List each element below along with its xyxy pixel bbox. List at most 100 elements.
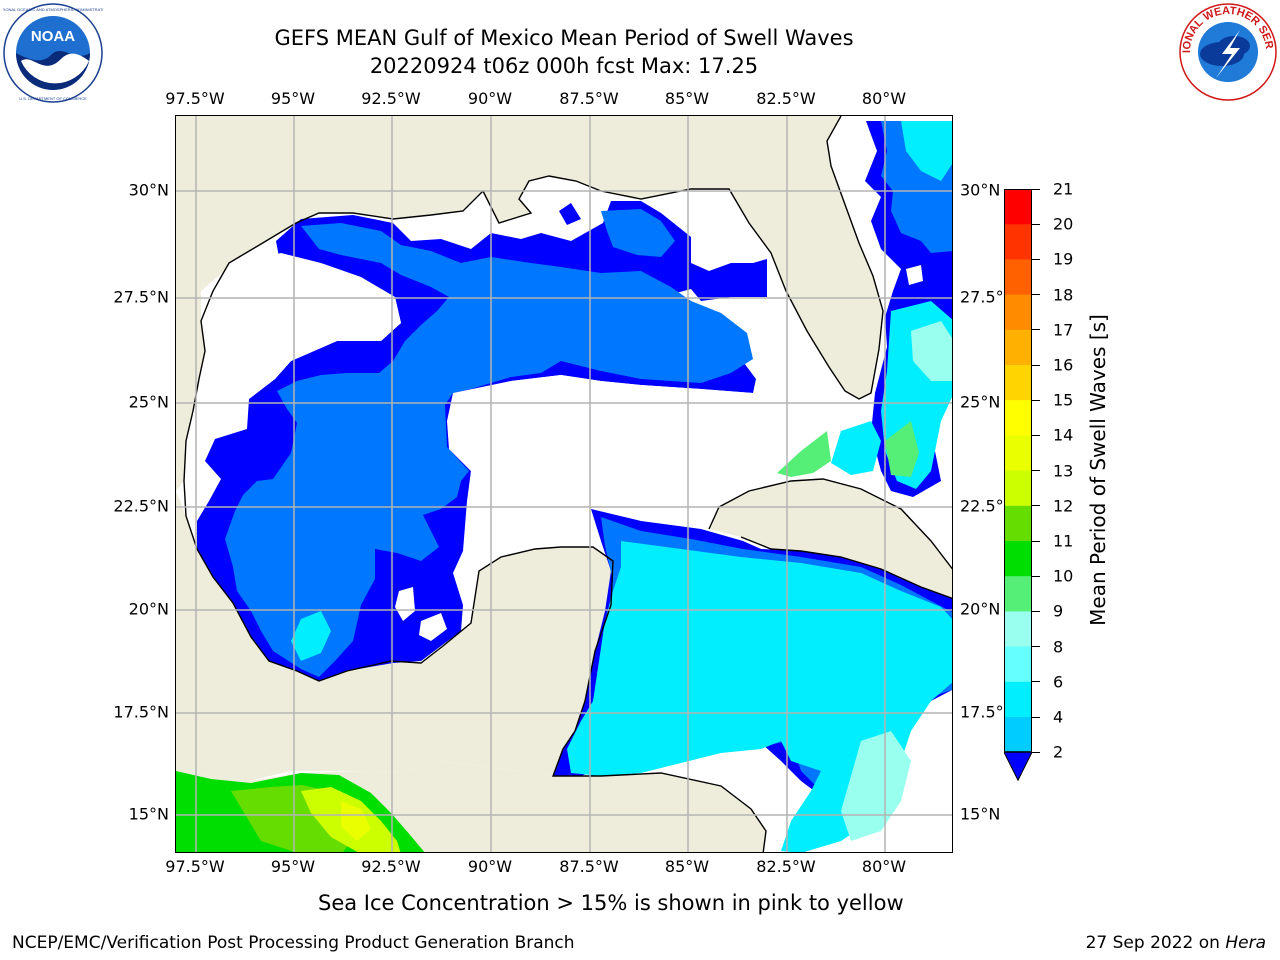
lon-tick-top: 87.5°W bbox=[559, 89, 619, 108]
footer-date-text: 27 Sep 2022 on bbox=[1085, 933, 1226, 953]
colorbar-tick bbox=[1032, 540, 1040, 542]
coastlines bbox=[183, 116, 952, 852]
colorbar-swatch bbox=[1004, 576, 1032, 612]
colorbar-swatch bbox=[1004, 646, 1032, 683]
lon-tick-bottom: 92.5°W bbox=[361, 857, 421, 876]
colorbar-swatch bbox=[1004, 259, 1032, 296]
colorbar-tick bbox=[1032, 646, 1040, 648]
colorbar-label: 19 bbox=[1053, 249, 1074, 269]
colorbar-swatch bbox=[1004, 435, 1032, 472]
colorbar-label: 4 bbox=[1053, 707, 1064, 727]
colorbar-tick bbox=[1032, 223, 1040, 225]
lat-tick-left: 22.5°N bbox=[113, 496, 169, 516]
colorbar-swatch bbox=[1004, 365, 1032, 401]
lat-tick-right: 27.5°N bbox=[960, 287, 1016, 307]
lon-tick-bottom: 80°W bbox=[861, 857, 907, 876]
lat-tick-right: 15°N bbox=[960, 804, 1001, 824]
swell-11-14s bbox=[176, 771, 425, 852]
colorbar-swatch bbox=[1004, 294, 1032, 331]
lon-tick-top: 80°W bbox=[861, 89, 907, 108]
colorbar-tick bbox=[1032, 575, 1040, 577]
colorbar-tick bbox=[1032, 294, 1040, 296]
nws-logo: NATIONAL WEATHER SERVICE bbox=[1174, 0, 1278, 102]
svg-text:U.S. DEPARTMENT OF COMMERCE: U.S. DEPARTMENT OF COMMERCE bbox=[19, 96, 87, 101]
colorbar-label: 14 bbox=[1053, 425, 1074, 445]
colorbar-label: 11 bbox=[1053, 531, 1074, 551]
lat-tick-left: 20°N bbox=[128, 599, 169, 619]
lon-tick-top: 92.5°W bbox=[361, 89, 421, 108]
colorbar-label: 17 bbox=[1053, 320, 1074, 340]
colorbar-tick bbox=[1032, 716, 1040, 718]
colorbar-label: 12 bbox=[1053, 496, 1074, 516]
colorbar-tick bbox=[1032, 610, 1040, 612]
lat-tick-left: 25°N bbox=[128, 392, 169, 412]
lat-tick-right: 17.5°N bbox=[960, 702, 1016, 722]
sea-ice-note: Sea Ice Concentration > 15% is shown in … bbox=[318, 891, 904, 915]
svg-text:NATIONAL OCEANIC AND ATMOSPHER: NATIONAL OCEANIC AND ATMOSPHERIC ADMINIS… bbox=[3, 7, 103, 12]
colorbar-label: 16 bbox=[1053, 355, 1074, 375]
colorbar-extend-min bbox=[1003, 751, 1033, 782]
lon-tick-bottom: 97.5°W bbox=[165, 857, 225, 876]
colorbar-label: 21 bbox=[1053, 179, 1074, 199]
lon-tick-bottom: 95°W bbox=[270, 857, 316, 876]
land-mexico bbox=[176, 491, 613, 781]
colorbar-swatch bbox=[1004, 189, 1032, 225]
lat-tick-right: 30°N bbox=[960, 180, 1001, 200]
swell-10-12s bbox=[777, 421, 919, 477]
colorbar-tick bbox=[1032, 258, 1040, 260]
lon-tick-top: 82.5°W bbox=[756, 89, 816, 108]
noaa-logo: NOAA NATIONAL OCEANIC AND ATMOSPHERIC AD… bbox=[0, 3, 110, 103]
colorbar-tick bbox=[1032, 434, 1040, 436]
lon-tick-bottom: 90°W bbox=[467, 857, 513, 876]
colorbar bbox=[1003, 189, 1033, 789]
lon-tick-top: 95°W bbox=[270, 89, 316, 108]
map-panel bbox=[175, 115, 953, 853]
colorbar-tick bbox=[1032, 505, 1040, 507]
colorbar-label: 10 bbox=[1053, 566, 1074, 586]
lon-tick-bottom: 85°W bbox=[664, 857, 710, 876]
colorbar-frame bbox=[1004, 189, 1032, 753]
colorbar-tick bbox=[1032, 188, 1040, 190]
colorbar-swatch bbox=[1004, 400, 1032, 436]
swell-period-map bbox=[176, 116, 952, 852]
land-us bbox=[176, 116, 883, 491]
lat-tick-left: 15°N bbox=[128, 804, 169, 824]
colorbar-tick bbox=[1032, 681, 1040, 683]
colorbar-swatch bbox=[1004, 541, 1032, 577]
colorbar-label: 2 bbox=[1053, 742, 1064, 762]
colorbar-tick bbox=[1032, 751, 1040, 753]
colorbar-swatch bbox=[1004, 505, 1032, 542]
colorbar-tick bbox=[1032, 399, 1040, 401]
lat-tick-left: 27.5°N bbox=[113, 287, 169, 307]
lat-tick-right: 22.5°N bbox=[960, 496, 1016, 516]
land-cuba bbox=[709, 479, 952, 599]
colorbar-label: 13 bbox=[1053, 461, 1074, 481]
colorbar-label: 15 bbox=[1053, 390, 1074, 410]
footer-date: 27 Sep 2022 on Hera bbox=[1086, 933, 1266, 953]
colorbar-swatch bbox=[1004, 681, 1032, 718]
lon-tick-top: 90°W bbox=[467, 89, 513, 108]
lat-tick-left: 30°N bbox=[128, 180, 169, 200]
colorbar-label: 9 bbox=[1053, 601, 1064, 621]
colorbar-label: 20 bbox=[1053, 214, 1074, 234]
plot-subtitle: 20220924 t06z 000h fcst Max: 17.25 bbox=[369, 54, 759, 78]
lat-tick-right: 20°N bbox=[960, 599, 1001, 619]
colorbar-tick bbox=[1032, 364, 1040, 366]
noaa-logo-text: NOAA bbox=[31, 28, 75, 45]
colorbar-swatch bbox=[1004, 470, 1032, 507]
colorbar-label: 8 bbox=[1053, 637, 1064, 657]
colorbar-swatch bbox=[1004, 611, 1032, 648]
colorbar-tick bbox=[1032, 329, 1040, 331]
footer-machine: Hera bbox=[1225, 933, 1266, 953]
plot-title: GEFS MEAN Gulf of Mexico Mean Period of … bbox=[274, 26, 854, 50]
colorbar-label: 6 bbox=[1053, 672, 1064, 692]
lon-tick-bottom: 87.5°W bbox=[559, 857, 619, 876]
lat-tick-right: 25°N bbox=[960, 392, 1001, 412]
colorbar-swatch bbox=[1004, 224, 1032, 260]
colorbar-label: 18 bbox=[1053, 285, 1074, 305]
colorbar-swatch bbox=[1004, 717, 1032, 753]
colorbar-title: Mean Period of Swell Waves [s] bbox=[1086, 314, 1110, 626]
swell-8-9s bbox=[841, 321, 952, 841]
lon-tick-top: 85°W bbox=[664, 89, 710, 108]
lat-tick-left: 17.5°N bbox=[113, 702, 169, 722]
